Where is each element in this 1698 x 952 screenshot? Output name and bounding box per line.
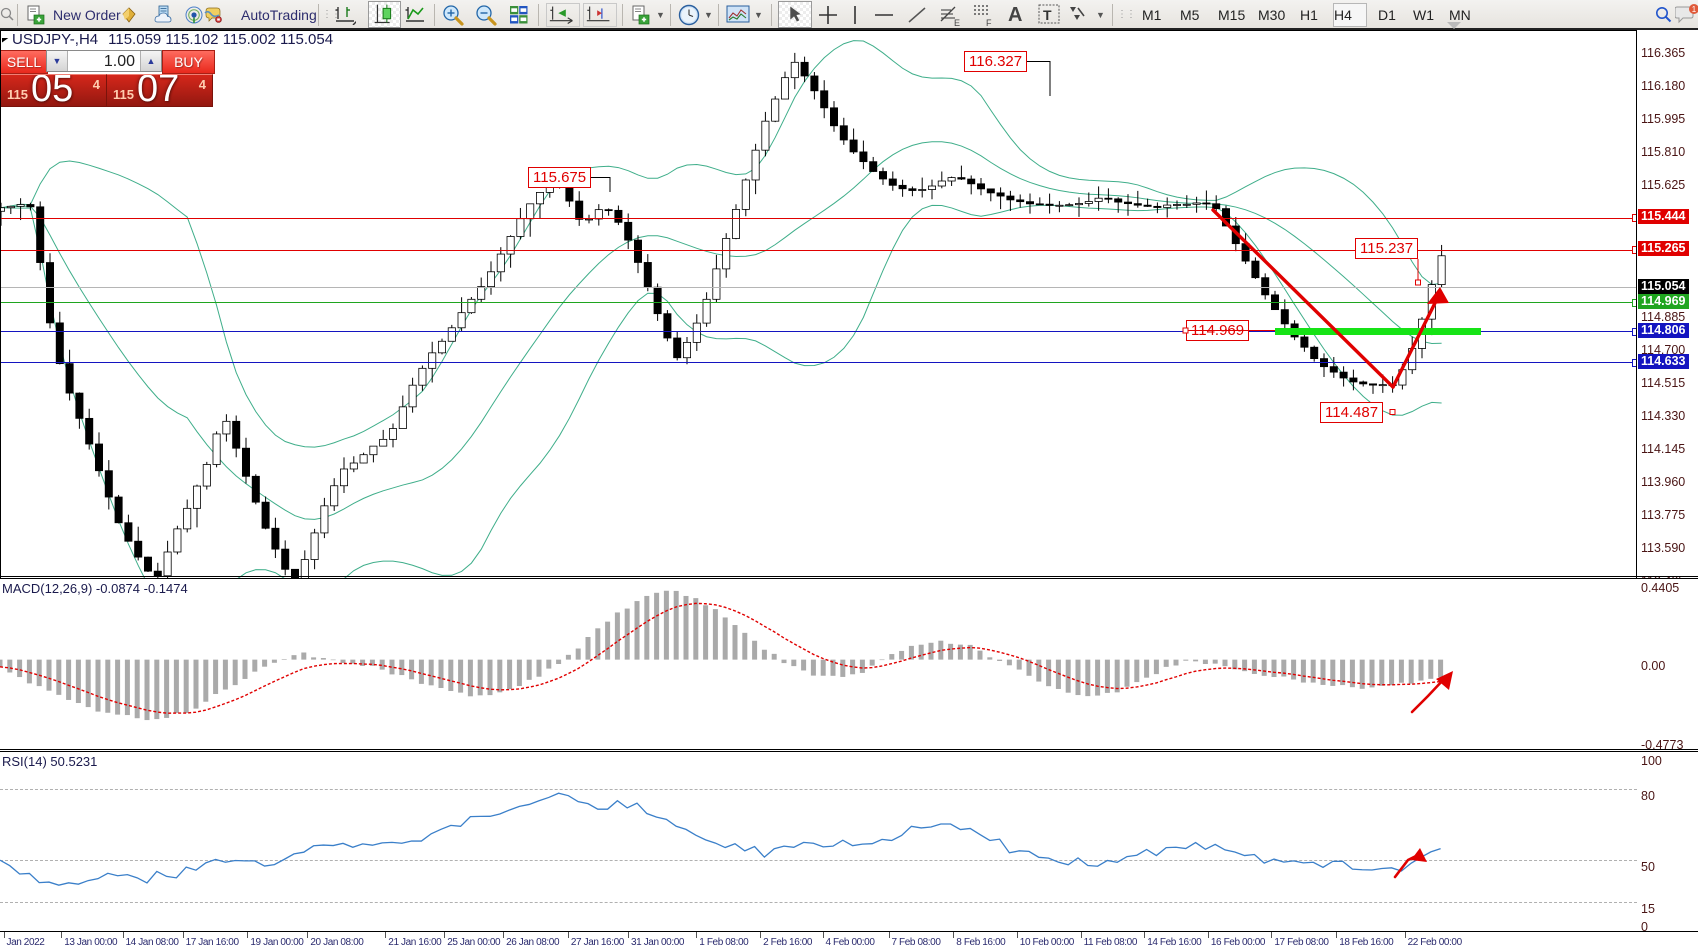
svg-text:T: T [1043, 7, 1052, 23]
svg-text:1: 1 [1692, 5, 1697, 14]
svg-text:F: F [986, 18, 992, 26]
svg-text:E: E [954, 18, 960, 26]
